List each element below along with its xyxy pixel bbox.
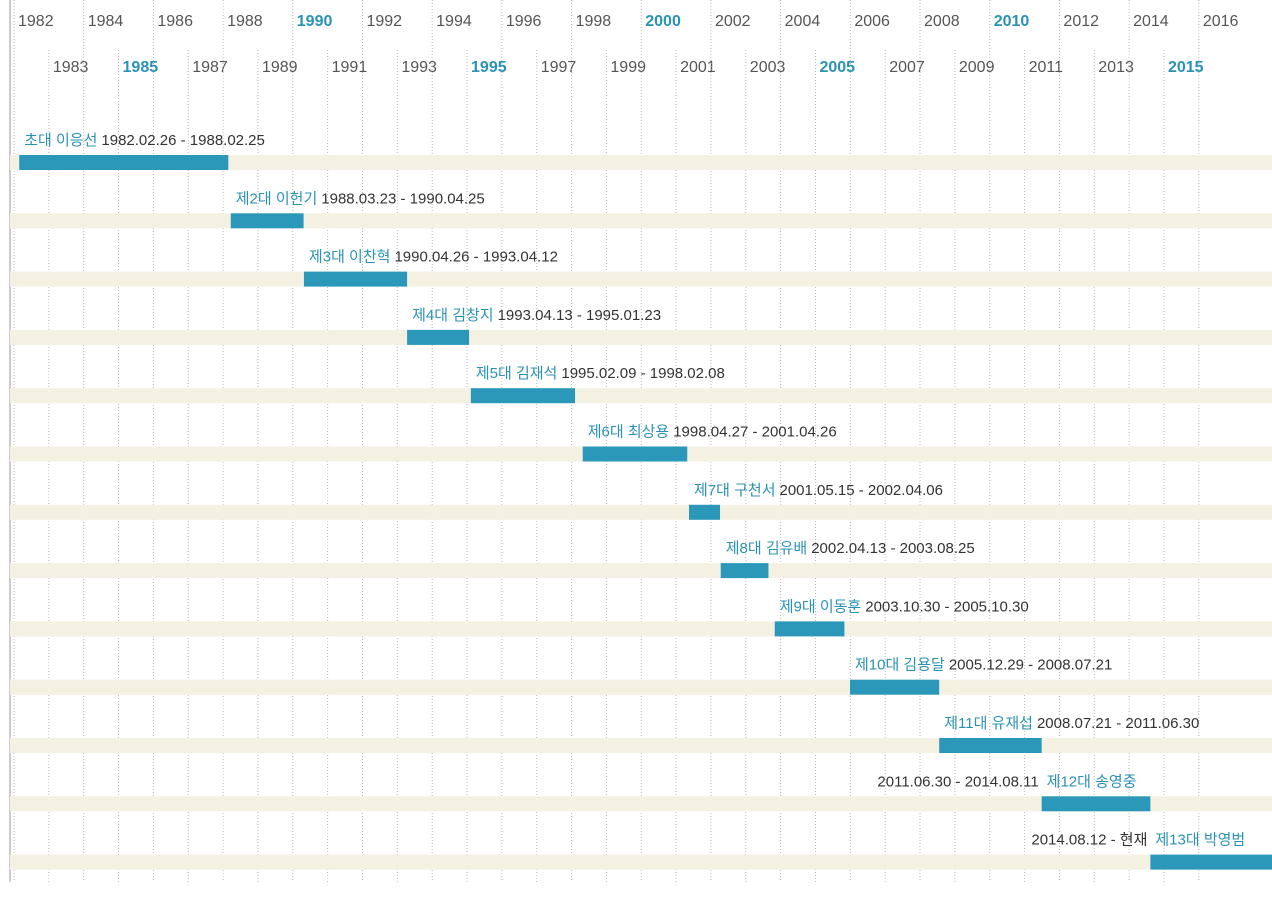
track: [10, 271, 1272, 287]
x-tick-label: 1987: [192, 59, 228, 76]
period-label: 1995.02.09 - 1998.02.08: [561, 365, 724, 382]
x-tick-label: 1993: [401, 59, 437, 76]
x-tick-label: 1986: [157, 13, 193, 30]
x-tick-label: 2011: [1029, 59, 1064, 76]
track: [10, 738, 1272, 753]
bar: [303, 271, 408, 287]
x-tick-label: 2001: [680, 59, 716, 76]
x-tick-label: 2013: [1098, 59, 1134, 76]
bar: [19, 155, 229, 170]
bar: [582, 446, 688, 462]
x-tick-label: 2004: [785, 13, 821, 30]
x-tick-label: 1996: [506, 13, 542, 30]
x-tick-label: 2012: [1063, 13, 1099, 30]
x-tick-label: 2002: [715, 13, 751, 30]
bar: [774, 621, 845, 637]
bar: [720, 563, 769, 579]
name-label: 초대 이응선: [24, 132, 97, 149]
track: [10, 155, 1272, 170]
bar: [407, 329, 470, 345]
x-tick-label: 1988: [227, 13, 263, 30]
name-label: 제12대 송영중: [1047, 773, 1137, 790]
x-tick-label: 1990: [297, 13, 333, 30]
x-tick-label: 2007: [889, 59, 925, 76]
period-label: 2001.05.15 - 2002.04.06: [780, 482, 943, 499]
x-tick-label: 1991: [332, 59, 368, 76]
name-label: 제3대 이찬혁: [309, 249, 391, 266]
name-label: 제7대 구천서: [694, 482, 776, 499]
track: [10, 854, 1272, 870]
name-label: 제11대 유재섭: [944, 715, 1033, 732]
period-label: 1998.04.27 - 2001.04.26: [673, 423, 836, 440]
track: [10, 504, 1272, 520]
period-label: 2003.10.30 - 2005.10.30: [865, 598, 1028, 615]
x-tick-label: 1983: [53, 59, 89, 76]
period-label: 1990.04.26 - 1993.04.12: [394, 249, 557, 266]
track: [10, 213, 1272, 229]
x-tick-label: 1995: [471, 59, 507, 76]
period-label: 1982.02.26 - 1988.02.25: [101, 132, 264, 149]
x-tick-label: 1989: [262, 59, 298, 76]
x-tick-label: 2015: [1168, 59, 1204, 76]
x-tick-label: 2010: [994, 13, 1030, 30]
period-label: 1993.04.13 - 1995.01.23: [498, 307, 661, 324]
name-label: 제5대 김재석: [476, 365, 558, 382]
x-tick-label: 1994: [436, 13, 472, 30]
track: [10, 329, 1272, 345]
bar: [939, 738, 1042, 753]
bar: [230, 213, 304, 229]
track: [10, 796, 1272, 812]
name-label: 제8대 김유배: [726, 540, 808, 557]
period-label: 2014.08.12 - 현재: [1031, 832, 1147, 849]
x-tick-label: 2005: [819, 59, 855, 76]
bar: [1150, 854, 1272, 870]
track: [10, 388, 1272, 404]
period-label: 2005.12.29 - 2008.07.21: [949, 657, 1112, 674]
x-tick-label: 2006: [854, 13, 890, 30]
x-tick-label: 2003: [750, 59, 786, 76]
track: [10, 679, 1272, 695]
x-tick-label: 1982: [18, 13, 54, 30]
bar: [688, 504, 721, 520]
x-tick-label: 1985: [123, 59, 159, 76]
x-tick-label: 2008: [924, 13, 960, 30]
period-label: 2002.04.13 - 2003.08.25: [811, 540, 974, 557]
track: [10, 621, 1272, 637]
name-label: 제9대 이동훈: [780, 598, 862, 615]
bar: [849, 679, 940, 695]
name-label: 제10대 김용달: [855, 657, 945, 674]
bar: [470, 388, 576, 404]
x-tick-label: 2000: [645, 13, 681, 30]
x-tick-label: 2009: [959, 59, 995, 76]
x-tick-label: 2016: [1203, 13, 1239, 30]
name-label: 제6대 최상용: [588, 423, 670, 440]
bar: [1041, 796, 1151, 812]
track: [10, 563, 1272, 579]
period-label: 2011.06.30 - 2014.08.11: [877, 773, 1038, 790]
x-tick-label: 2014: [1133, 13, 1169, 30]
x-tick-label: 1999: [610, 59, 646, 76]
period-label: 2008.07.21 - 2011.06.30: [1037, 715, 1199, 732]
period-label: 1988.03.23 - 1990.04.25: [321, 190, 484, 207]
name-label: 제2대 이헌기: [236, 190, 318, 207]
x-tick-label: 1997: [541, 59, 577, 76]
name-label: 제13대 박영범: [1155, 832, 1245, 849]
name-label: 제4대 김창지: [412, 307, 494, 324]
x-tick-label: 1992: [366, 13, 402, 30]
x-tick-label: 1998: [576, 13, 612, 30]
x-tick-label: 1984: [88, 13, 124, 30]
